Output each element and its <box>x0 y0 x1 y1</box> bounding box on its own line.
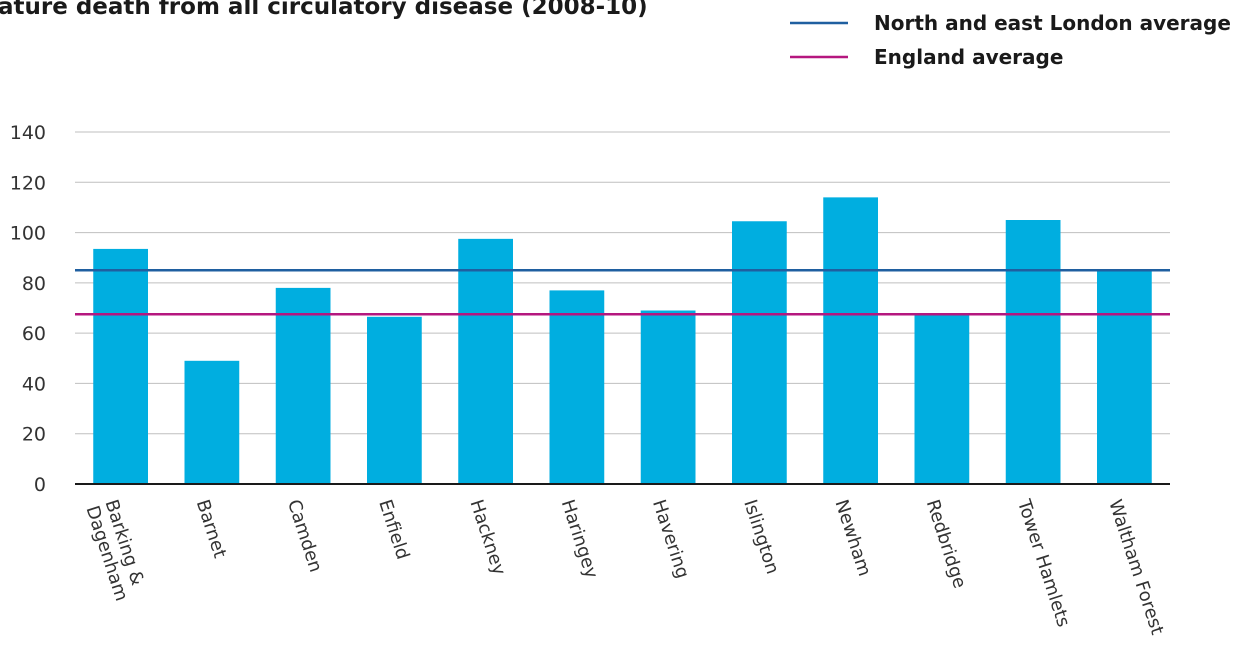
x-tick-label: Hackney <box>465 497 509 578</box>
y-tick-label: 20 <box>22 424 46 446</box>
y-axis-ticks: 0 20 40 60 80 100 120 140 <box>10 122 46 496</box>
bar <box>549 290 605 484</box>
bar <box>640 310 696 484</box>
x-tick-label-line: Tower Hamlets <box>1013 496 1074 629</box>
x-tick-label: Tower Hamlets <box>1013 496 1074 629</box>
bar <box>914 314 970 484</box>
x-tick-label: Redbridge <box>922 497 970 591</box>
x-tick-label-line: Hackney <box>465 497 509 578</box>
bar <box>367 316 422 484</box>
y-tick-label: 80 <box>22 273 46 295</box>
x-tick-label: Barking &Dagenham <box>81 497 147 604</box>
x-tick-label: Barnet <box>192 497 231 561</box>
bar <box>275 287 331 484</box>
x-tick-label-line: Havering <box>648 497 693 581</box>
legend-label-north-east-london: North and east London average <box>874 11 1231 35</box>
y-tick-label: 0 <box>34 474 46 496</box>
x-tick-label-line: Enfield <box>374 497 413 562</box>
gridlines <box>75 131 1170 435</box>
x-tick-label-line: Camden <box>283 497 326 575</box>
bar <box>1097 269 1152 484</box>
y-tick-label: 100 <box>10 223 46 245</box>
chart-title: ature death from all circulatory disease… <box>0 0 648 20</box>
x-tick-label: Camden <box>283 497 326 575</box>
bar <box>458 238 513 484</box>
legend-label-england: England average <box>874 45 1063 69</box>
bar <box>732 221 787 484</box>
y-tick-label: 140 <box>10 122 46 144</box>
x-tick-label: Waltham Forest <box>1104 497 1167 637</box>
x-tick-label-line: Barnet <box>192 497 231 561</box>
x-tick-label-line: Redbridge <box>922 497 970 591</box>
reference-lines <box>75 269 1170 316</box>
bars <box>93 197 1152 484</box>
x-tick-label: Haringey <box>557 497 602 581</box>
x-tick-label-line: Waltham Forest <box>1104 497 1167 637</box>
y-tick-label: 40 <box>22 373 46 395</box>
x-tick-label-line: Islington <box>739 497 783 577</box>
y-tick-label: 60 <box>22 323 46 345</box>
x-tick-label: Havering <box>648 497 693 581</box>
y-tick-label: 120 <box>10 172 46 194</box>
x-tick-label-line: Haringey <box>557 497 602 581</box>
x-axis-ticks: Barking &Dagenham Barnet Camden Enfield Hack… <box>81 496 1167 637</box>
x-tick-label: Newham <box>830 497 874 579</box>
bar <box>184 360 240 484</box>
x-tick-label-line: Newham <box>830 497 874 579</box>
x-tick-label: Enfield <box>374 497 413 562</box>
x-tick-label: Islington <box>739 497 783 577</box>
bar <box>93 248 148 484</box>
bar <box>823 197 878 484</box>
bar <box>1005 220 1061 484</box>
